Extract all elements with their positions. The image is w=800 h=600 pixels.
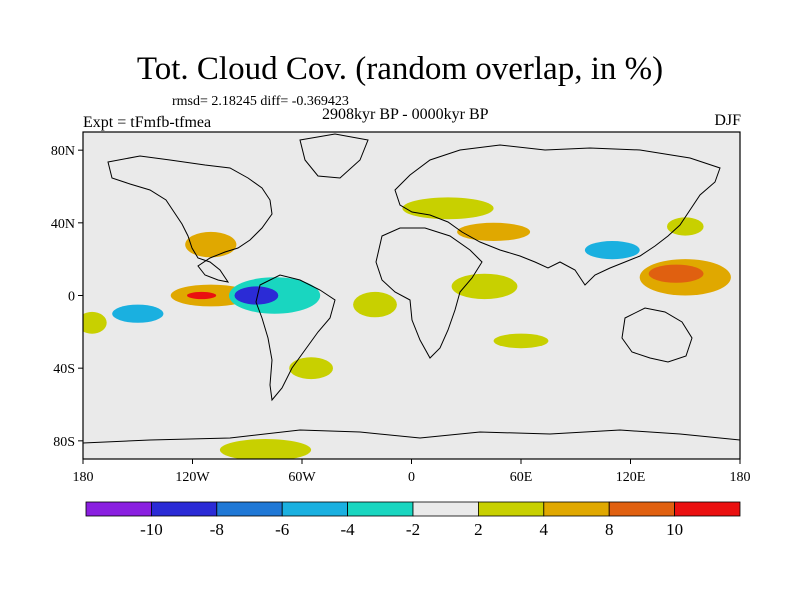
colorbar-swatch [608,501,676,517]
lat-tick-label: 0 [68,290,75,305]
season-label: DJF [714,112,741,129]
coastline-antarctica [83,429,740,444]
coastline-australia [621,307,693,363]
anomaly-region [128,164,220,180]
lon-tick-label: 0 [408,470,415,485]
anomaly-region [493,333,549,349]
anomaly-region [648,264,704,283]
lat-tick-label: 80S [53,435,75,450]
anomaly-region [475,408,622,438]
coastlines [83,133,740,444]
colorbar-swatch [477,501,545,517]
anomaly-region [83,311,107,334]
period-label: 2908kyr BP - 0000kyr BP [322,106,489,123]
colorbar-label: -10 [140,520,163,539]
coastline-north-america [107,155,273,283]
anomaly-region [185,231,237,258]
anomaly-region [112,304,164,323]
colorbar-swatch [674,501,741,517]
lon-tick-label: 120W [175,470,210,485]
anomaly-region [187,291,217,300]
map-title: Tot. Cloud Cov. (random overlap, in %) [136,51,664,87]
anomaly-region [234,286,279,305]
anomaly-region [283,141,394,160]
anomaly-region [457,222,531,241]
anomaly-region [92,264,184,283]
coastline-eurasia [394,144,721,286]
colorbar-label: -6 [275,520,289,539]
anomaly-region [667,217,704,236]
colorbar-label: -4 [341,520,356,539]
anomaly-region [511,264,604,290]
colorbar-swatch [412,501,479,517]
colorbar: -10 -8 -6 -4 -2 2 4 8 10 [85,501,741,539]
lon-tick-label: 60E [510,470,533,485]
coastline-greenland [299,133,369,179]
colorbar-swatch [216,501,283,517]
anomaly-region [219,439,312,459]
colorbar-label: 8 [605,520,614,539]
colorbar-label: 10 [666,520,683,539]
stats-text: rmsd= 2.18245 diff= -0.369423 [172,94,349,109]
lat-tick-label: 40N [51,217,75,232]
colorbar-swatch [543,501,610,517]
axis-ticks: 80N 40N 0 40S 80S 180 120W 60W 0 60E 120E 180 [51,144,751,485]
coastline-africa [375,227,483,359]
colorbar-label: -8 [210,520,224,539]
lat-tick-label: 80N [51,144,75,159]
colorbar-swatch [85,501,152,517]
colorbar-label: 4 [540,520,549,539]
colorbar-swatch [150,501,218,517]
colorbar-swatch [281,501,349,517]
anomaly-field [83,141,731,459]
lon-tick-label: 60W [288,470,316,485]
colorbar-swatch [347,501,414,517]
lat-tick-label: 40S [53,362,75,377]
anomaly-region [353,291,397,318]
lon-tick-label: 180 [73,470,94,485]
anomaly-region [451,273,518,300]
lon-tick-label: 120E [616,470,646,485]
anomaly-region [584,241,640,260]
colorbar-label: 2 [474,520,483,539]
lon-tick-label: 180 [730,470,751,485]
anomaly-region [101,228,175,254]
colorbar-label: -2 [406,520,420,539]
anomaly-region [402,197,494,220]
anomaly-region [289,357,333,380]
experiment-label: Expt = tFmfb-tfmea [83,114,212,131]
coastline-south-america [255,274,336,402]
